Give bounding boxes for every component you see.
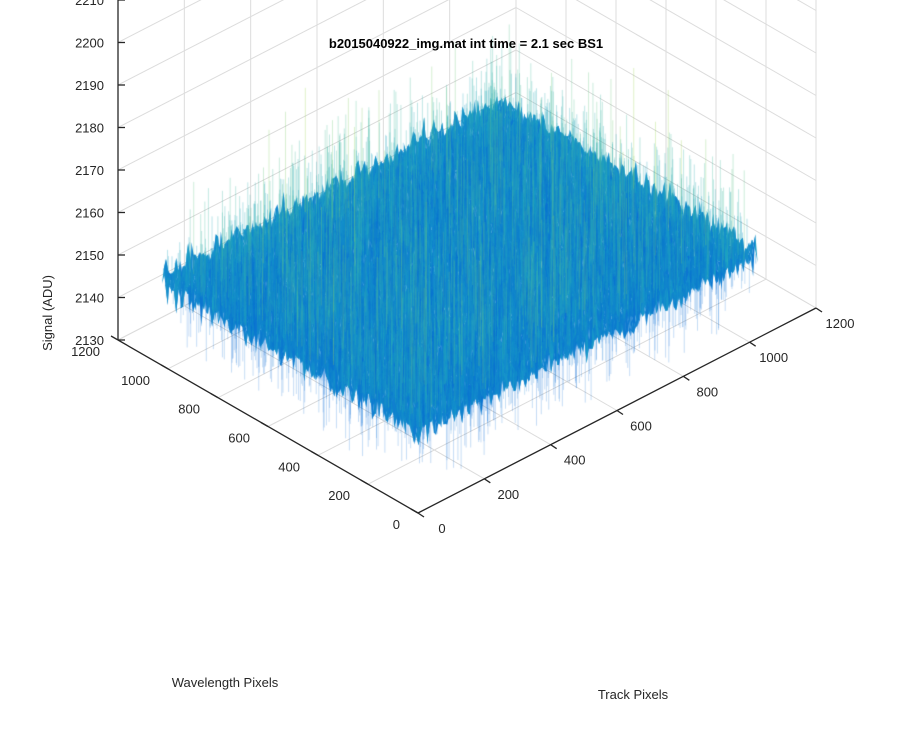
x-tick: [815, 307, 823, 313]
y-axis-label: Wavelength Pixels: [172, 675, 279, 690]
z-tick-label: 2140: [75, 291, 104, 306]
x-tick: [616, 409, 624, 416]
y-tick-label: 400: [278, 459, 300, 474]
y-tick: [410, 508, 419, 514]
x-tick-label: 400: [564, 453, 586, 468]
x-tick: [483, 478, 491, 484]
y-tick-label: 800: [178, 402, 200, 417]
y-tick: [210, 393, 219, 399]
z-tick-label: 2180: [75, 121, 104, 136]
z-tick-label: 2170: [75, 163, 104, 178]
x-tick: [749, 341, 757, 347]
y-tick-label: 1200: [71, 344, 100, 359]
axis-layer: 0 200 400 600 800 1000 1200 0 200 400 600 800 1000 12…: [71, 0, 854, 536]
x-tick-label: 1200: [826, 316, 855, 331]
y-tick: [160, 364, 169, 370]
z-tick-label: 2130: [75, 333, 104, 348]
chart-title: b2015040922_img.mat int time = 2.1 sec B…: [329, 36, 603, 51]
x-tick: [417, 512, 425, 518]
z-tick-label: 2150: [75, 248, 104, 263]
y-tick: [110, 335, 119, 341]
z-tick-label: 2160: [75, 206, 104, 221]
x-tick-label: 600: [630, 419, 652, 434]
y-tick: [260, 421, 269, 428]
y-tick: [360, 479, 369, 485]
y-tick-label: 1000: [121, 373, 150, 388]
x-tick-label: 0: [438, 521, 445, 536]
y-tick-label: 600: [228, 431, 250, 446]
y-tick-label: 0: [393, 517, 400, 532]
y-tick-label: 200: [328, 488, 350, 503]
z-tick-label: 2210: [75, 0, 104, 8]
z-tick-label: 2200: [75, 36, 104, 51]
x-tick-label: 200: [497, 487, 519, 502]
x-tick: [682, 375, 690, 381]
z-axis-label: Signal (ADU): [40, 275, 55, 351]
x-tick-label: 1000: [759, 350, 788, 365]
label-layer: b2015040922_img.mat int time = 2.1 sec B…: [40, 36, 669, 702]
x-axis-label: Track Pixels: [598, 687, 669, 702]
x-tick-label: 800: [696, 384, 718, 399]
z-tick-label: 2190: [75, 78, 104, 93]
y-tick: [310, 450, 319, 456]
x-tick: [550, 444, 558, 450]
